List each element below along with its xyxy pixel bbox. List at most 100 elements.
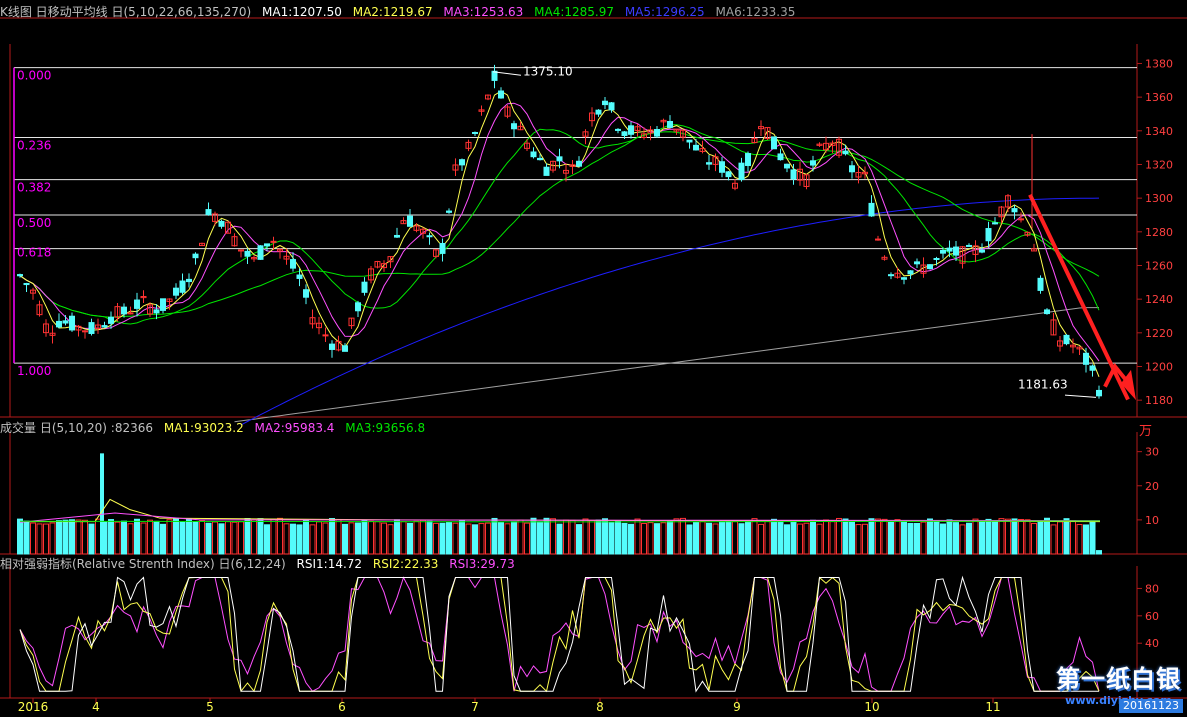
ma5-value: MA5:1296.25 bbox=[624, 5, 705, 19]
volume-bar bbox=[49, 522, 56, 555]
volume-bar bbox=[478, 523, 485, 555]
volume-bar bbox=[342, 523, 348, 555]
candle-body bbox=[543, 166, 550, 176]
volume-bar bbox=[875, 518, 881, 555]
ma4-value: MA4:1285.97 bbox=[534, 5, 614, 19]
volume-bar bbox=[569, 519, 576, 555]
candle-body bbox=[361, 281, 368, 293]
volume-bar bbox=[602, 518, 608, 555]
candle-body bbox=[563, 169, 569, 174]
candle-body bbox=[686, 139, 693, 143]
candle-body bbox=[1037, 277, 1044, 291]
candle-body bbox=[569, 164, 576, 167]
volume-bar bbox=[75, 519, 82, 555]
x-tick-label: 8 bbox=[596, 700, 604, 713]
rsi-tick-label: 60 bbox=[1145, 610, 1159, 623]
volume-bar bbox=[400, 521, 407, 555]
candle-body bbox=[186, 278, 192, 283]
candle-body bbox=[953, 246, 959, 256]
volume-bar bbox=[751, 518, 758, 555]
volume-bar bbox=[394, 519, 400, 555]
volume-bar bbox=[686, 524, 693, 555]
volume-bar bbox=[173, 518, 179, 555]
volume-bar bbox=[244, 518, 251, 555]
candle-body bbox=[537, 157, 543, 161]
candle-body bbox=[751, 138, 758, 144]
volume-bar bbox=[920, 521, 927, 555]
candle-body bbox=[160, 298, 166, 311]
fib-label: 0.236 bbox=[17, 139, 51, 153]
candle-body bbox=[940, 249, 946, 254]
candle-body bbox=[264, 243, 270, 247]
candle-body bbox=[101, 325, 108, 328]
candle-body bbox=[394, 234, 400, 238]
volume-bar bbox=[387, 524, 394, 555]
volume-header-title: 成交量 日(5,10,20) :82366 bbox=[0, 421, 154, 435]
volume-bar bbox=[283, 523, 290, 555]
volume-bar bbox=[933, 520, 940, 555]
candle-body bbox=[56, 320, 62, 328]
price-tick-label: 1240 bbox=[1145, 293, 1173, 306]
volume-bar bbox=[160, 523, 166, 555]
volume-bar bbox=[543, 517, 550, 555]
volume-bar bbox=[582, 518, 589, 555]
candle-body bbox=[225, 221, 231, 234]
candle-body bbox=[1083, 352, 1089, 365]
volume-bar bbox=[361, 520, 368, 555]
candle-body bbox=[1011, 208, 1018, 213]
candle-body bbox=[173, 287, 179, 296]
candle-body bbox=[179, 280, 186, 293]
ma2-value: MA2:1219.67 bbox=[352, 5, 433, 19]
candle-body bbox=[842, 150, 849, 155]
volume-bar bbox=[959, 524, 966, 555]
candle-body bbox=[790, 169, 797, 180]
candle-body bbox=[329, 343, 335, 350]
low-leader bbox=[1064, 394, 1097, 398]
candle-body bbox=[277, 248, 283, 252]
volume-bar bbox=[309, 524, 316, 555]
volume-bar bbox=[1076, 523, 1083, 555]
candle-body bbox=[901, 277, 907, 280]
volume-bar bbox=[270, 518, 277, 555]
candle-body bbox=[771, 136, 777, 150]
volume-bar bbox=[1096, 550, 1102, 555]
candle-body bbox=[491, 70, 498, 81]
volume-bar bbox=[628, 523, 634, 555]
volume-bar bbox=[36, 523, 43, 555]
volume-bar bbox=[972, 518, 979, 555]
candle-body bbox=[576, 160, 582, 167]
volume-bar bbox=[1031, 522, 1037, 555]
high-leader bbox=[492, 71, 522, 76]
volume-bar bbox=[517, 519, 524, 555]
volume-bar bbox=[1037, 521, 1044, 555]
watermark-title: 第一纸白银 bbox=[1056, 665, 1181, 693]
volume-header: 成交量 日(5,10,20) :82366 MA1:93023.2 MA2:95… bbox=[0, 420, 1187, 436]
vol-ma1-value: MA1:93023.2 bbox=[163, 421, 244, 435]
candle-body bbox=[725, 171, 732, 178]
volume-bar bbox=[1018, 518, 1024, 555]
volume-bar bbox=[277, 517, 283, 555]
volume-bar bbox=[849, 521, 855, 555]
volume-bar bbox=[511, 521, 517, 555]
volume-bar bbox=[121, 520, 127, 555]
volume-bar bbox=[465, 523, 472, 555]
candle-body bbox=[868, 202, 875, 217]
volume-bar bbox=[940, 523, 946, 555]
volume-bar bbox=[738, 523, 745, 555]
volume-bar bbox=[491, 517, 498, 555]
volume-bar bbox=[764, 520, 771, 555]
date-badge: 20161123 bbox=[1119, 699, 1183, 713]
candle-body bbox=[114, 306, 121, 318]
volume-bar bbox=[881, 518, 888, 555]
candle-body bbox=[400, 220, 407, 225]
volume-bar bbox=[998, 518, 1005, 555]
candle-body bbox=[784, 163, 790, 169]
volume-bar bbox=[667, 520, 673, 555]
candle-body bbox=[166, 298, 173, 302]
volume-bar bbox=[290, 523, 296, 555]
candle-body bbox=[933, 258, 940, 261]
volume-bar bbox=[205, 522, 212, 555]
candle-body bbox=[1096, 389, 1102, 397]
price-tick-label: 1180 bbox=[1145, 394, 1173, 407]
